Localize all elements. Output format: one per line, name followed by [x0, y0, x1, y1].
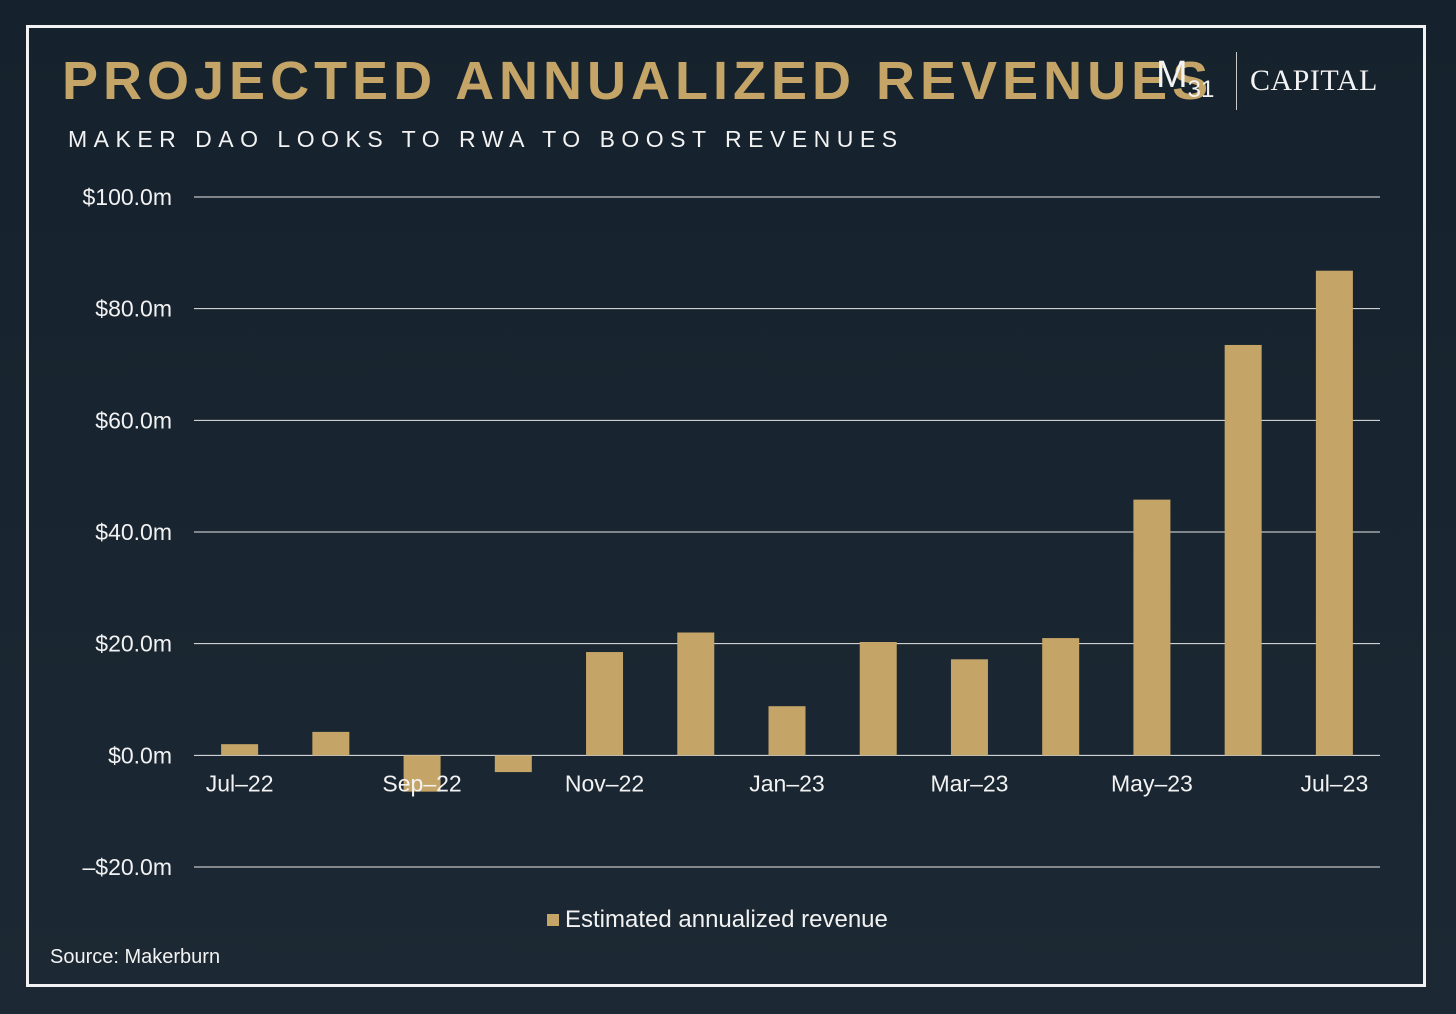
bar [1315, 270, 1353, 756]
x-tick-label: Nov–22 [565, 770, 644, 796]
bar [1224, 344, 1262, 756]
x-tick-label: Jan–23 [749, 770, 824, 796]
x-tick-label: Jul–23 [1300, 770, 1368, 796]
x-tick-label: Jul–22 [206, 770, 274, 796]
logo-name: CAPITAL [1250, 64, 1378, 97]
x-tick-label: May–23 [1111, 770, 1193, 796]
bar [221, 744, 259, 756]
bar [312, 731, 350, 756]
bars [221, 270, 1353, 792]
source-note: Source: Makerburn [50, 946, 221, 968]
legend-swatch [547, 914, 559, 926]
chart-legend: Estimated annualized revenue [547, 906, 888, 934]
y-tick-label: $20.0m [95, 631, 172, 657]
logo-mark-letter: M [1156, 54, 1188, 96]
logo-divider [1236, 52, 1237, 110]
bar [768, 706, 806, 756]
logo-mark-subscript: 31 [1187, 76, 1215, 103]
chart-subtitle: MAKER DAO LOOKS TO RWA TO BOOST REVENUES [68, 126, 904, 152]
x-axis-tick-labels: Jul–22 Sep–22 Nov–22 Jan–23 Mar–23 May–23 Jul–… [206, 770, 1369, 796]
bar [403, 755, 441, 792]
y-tick-label: $60.0m [95, 407, 172, 433]
chart-title: PROJECTED ANNUALIZED REVENUES [62, 51, 1214, 111]
y-tick-label: $80.0m [95, 296, 172, 322]
legend-label: Estimated annualized revenue [565, 906, 888, 933]
bar [859, 641, 897, 756]
gridlines [194, 196, 1380, 868]
logo-mark: M31 [1156, 54, 1214, 104]
y-tick-label: $0.0m [108, 742, 172, 768]
y-tick-label: $100.0m [82, 184, 172, 210]
y-tick-label: –$20.0m [82, 854, 172, 880]
y-axis-tick-labels: –$20.0m $0.0m $20.0m $40.0m $60.0m $80.0m $100… [82, 184, 172, 880]
bar [586, 652, 624, 756]
m31-capital-logo: M31 CAPITAL [1156, 52, 1396, 112]
x-tick-label: Sep–22 [382, 770, 461, 796]
bar [1133, 499, 1171, 756]
bar [1042, 638, 1080, 756]
x-tick-label: Mar–23 [930, 770, 1008, 796]
slide-frame [26, 25, 1426, 987]
bar [950, 659, 988, 756]
bar [494, 755, 532, 773]
y-tick-label: $40.0m [95, 519, 172, 545]
bar [677, 632, 715, 756]
